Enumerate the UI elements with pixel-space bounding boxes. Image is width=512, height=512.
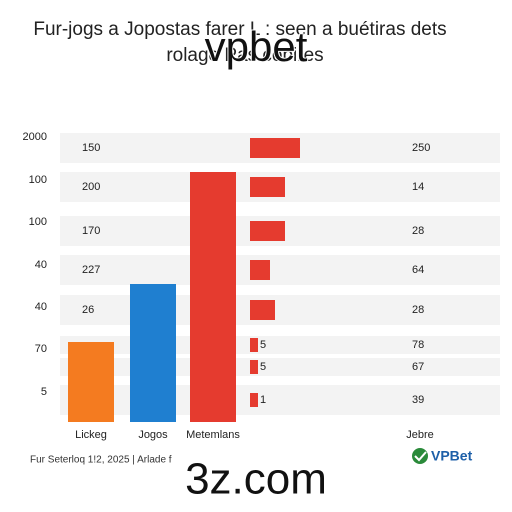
small-bar [250,221,285,241]
small-bar [250,338,258,352]
row-label: 170 [82,225,100,237]
row-stripe [60,255,500,285]
y-axis-label: 2000 [23,131,47,143]
row-value: 250 [412,142,430,154]
bar [68,342,114,422]
row-value: 39 [412,394,424,406]
row-value: 64 [412,264,424,276]
row-label: 26 [82,304,94,316]
logo-text: VPBet [431,448,473,464]
small-bar [250,300,275,320]
x-tick-label: Lickeg [75,429,107,441]
small-bar-label: 5 [260,339,266,351]
y-axis-label: 40 [35,259,47,271]
row-value: 28 [412,225,424,237]
small-bar [250,177,285,197]
watermark: 3z.com [185,455,327,504]
row-stripe [60,336,500,354]
bar [130,284,176,422]
y-axis-label: 40 [35,301,47,313]
y-axis-label: 100 [29,174,47,186]
title: rolage Pas cobires [166,45,323,66]
x-tick-label: Jebre [406,429,434,441]
x-tick-label: Jogos [138,429,168,441]
bar [190,172,236,422]
row-stripe [60,358,500,376]
row-value: 14 [412,181,424,193]
row-label: 200 [82,181,100,193]
small-bar [250,260,270,280]
y-axis-label: 100 [29,216,47,228]
small-bar [250,360,258,374]
row-stripe [60,385,500,415]
logo-check [414,451,427,462]
small-bar [250,393,258,407]
row-label: 227 [82,264,100,276]
logo-icon [412,448,428,464]
small-bar-label: 5 [260,361,266,373]
row-label: 150 [82,142,100,154]
title: Fur-jogs a Jopostas farer L : seen a bué… [33,19,446,40]
y-axis-label: 5 [41,386,47,398]
row-value: 67 [412,361,424,373]
row-value: 28 [412,304,424,316]
row-stripe [60,295,500,325]
footer-note: Fur Seterloq 1!2, 2025 | Arlade f [30,455,172,466]
small-bar-label: 1 [260,394,266,406]
x-tick-label: Metemlans [186,429,240,441]
row-value: 78 [412,339,424,351]
watermark: vpbet [205,23,308,70]
small-bar [250,138,300,158]
y-axis-label: 70 [35,343,47,355]
